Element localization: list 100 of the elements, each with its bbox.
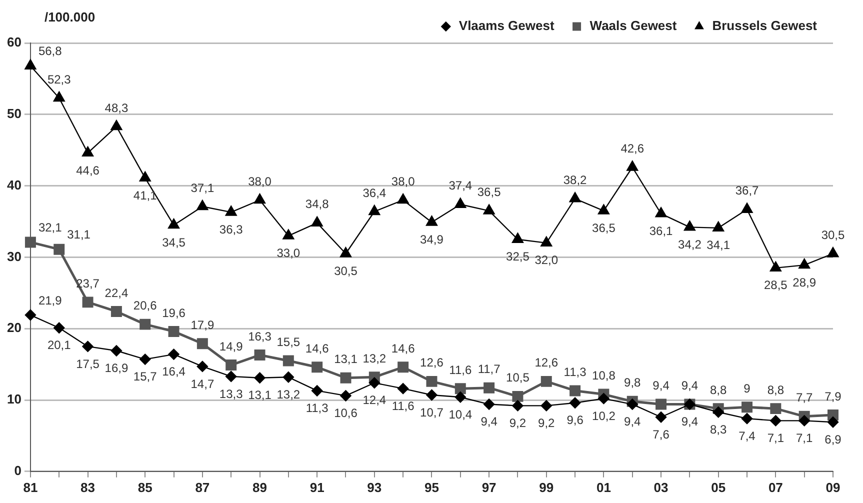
data-label: 16,9: [104, 361, 128, 376]
data-label: 7,4: [738, 428, 756, 443]
data-label: 56,8: [38, 44, 62, 58]
data-label: 21,9: [38, 293, 62, 308]
data-label: 34,2: [678, 238, 702, 252]
data-label: 34,9: [420, 232, 444, 247]
data-label: 38,2: [563, 172, 588, 187]
data-label: 17,9: [190, 318, 214, 332]
data-label: 20,1: [47, 338, 72, 352]
data-label: 12,4: [362, 393, 386, 408]
x-tick-label: 01: [596, 480, 611, 495]
data-label: 38,0: [248, 174, 272, 188]
x-tick-label: 05: [711, 480, 726, 495]
data-label: 7,1: [767, 431, 784, 446]
data-label: 44,6: [76, 163, 100, 178]
y-tick-label: 0: [14, 462, 22, 478]
data-label: 7,9: [824, 389, 842, 404]
x-tick-label: 03: [654, 480, 668, 495]
data-label: 30,5: [821, 228, 845, 242]
data-label: 42,6: [620, 142, 644, 156]
data-label: 20,6: [133, 298, 158, 313]
data-label: 28,9: [792, 275, 816, 290]
y-tick-label: 30: [6, 248, 22, 264]
data-label: 34,5: [162, 235, 186, 250]
data-label: 22,4: [104, 286, 128, 300]
data-label: 14,6: [305, 341, 330, 356]
x-tick-label: 93: [367, 480, 382, 495]
data-label: 8,8: [710, 382, 728, 397]
data-label: 14,9: [219, 339, 244, 354]
x-tick-label: 89: [252, 480, 267, 495]
data-label: 36,7: [735, 184, 760, 198]
data-label: 12,6: [534, 356, 558, 370]
x-tick-label: 07: [768, 480, 783, 495]
data-label: 17,5: [76, 356, 100, 371]
data-label: 41,1: [133, 188, 158, 202]
data-label: 9,4: [480, 414, 498, 429]
data-label: 36,1: [649, 224, 674, 238]
x-tick-label: 97: [482, 480, 496, 495]
data-label: 8,3: [710, 422, 728, 436]
data-label: 10,7: [420, 405, 444, 420]
data-label: 10,4: [448, 407, 472, 422]
data-label: 10,8: [592, 368, 616, 383]
data-label: 38,0: [391, 174, 416, 188]
data-label: 36,5: [477, 185, 502, 200]
data-label: 36,3: [219, 222, 244, 237]
legend-label: Vlaams Gewest: [458, 18, 555, 34]
data-label: 48,3: [104, 100, 128, 115]
data-label: 31,1: [67, 228, 91, 242]
data-label: 11,6: [392, 398, 415, 413]
y-tick-label: 50: [6, 106, 22, 121]
x-tick-label: 09: [826, 480, 840, 495]
x-tick-label: 81: [23, 480, 38, 495]
x-tick-label: 83: [80, 480, 96, 495]
data-label: 7,7: [796, 390, 813, 405]
data-label: 10,2: [592, 408, 616, 423]
data-label: 11,3: [306, 401, 329, 416]
data-label: 37,4: [448, 178, 472, 193]
y-axis-title: /100.000: [44, 10, 96, 25]
data-label: 10,6: [334, 406, 358, 420]
data-label: 9: [744, 381, 751, 396]
data-label: 7,6: [652, 427, 670, 442]
x-tick-label: 99: [539, 480, 554, 495]
y-tick-label: 60: [6, 34, 22, 50]
y-tick-label: 20: [6, 320, 22, 336]
data-label: 9,4: [624, 414, 642, 429]
x-tick-label: 85: [138, 480, 152, 495]
data-label: 32,1: [38, 220, 62, 235]
data-label: 37,1: [190, 180, 214, 195]
data-label: 9,6: [566, 413, 584, 428]
data-label: 36,4: [362, 186, 386, 200]
y-tick-label: 10: [6, 392, 22, 407]
data-label: 32,0: [534, 253, 558, 268]
x-tick-label: 95: [424, 480, 439, 495]
legend-label: Waals Gewest: [590, 18, 678, 34]
data-label: 13,2: [362, 351, 386, 366]
data-label: 15,5: [276, 335, 300, 350]
data-label: 12,6: [420, 356, 444, 370]
data-label: 19,6: [162, 306, 186, 320]
data-label: 13,3: [219, 386, 244, 401]
data-label: 11,6: [449, 362, 472, 377]
data-label: 16,4: [162, 364, 186, 379]
data-label: 32,5: [506, 250, 530, 264]
legend-label: Brussels Gewest: [712, 18, 818, 34]
data-label: 6,9: [824, 432, 842, 446]
data-label: 10,5: [506, 370, 530, 385]
data-label: 11,3: [564, 365, 587, 380]
data-label: 14,6: [391, 341, 416, 356]
x-tick-label: 87: [195, 480, 210, 495]
data-label: 15,7: [133, 370, 158, 384]
data-label: 9,8: [624, 376, 642, 390]
data-label: 11,7: [478, 362, 501, 376]
data-label: 33,0: [276, 246, 300, 260]
data-label: 13,1: [334, 352, 358, 366]
data-label: 9,4: [681, 414, 698, 429]
data-label: 8,8: [767, 382, 784, 397]
data-label: 34,1: [706, 238, 730, 252]
data-label: 16,3: [248, 329, 272, 344]
data-label: 13,1: [248, 388, 272, 402]
data-label: 7,1: [796, 431, 813, 446]
data-label: 30,5: [334, 264, 358, 278]
